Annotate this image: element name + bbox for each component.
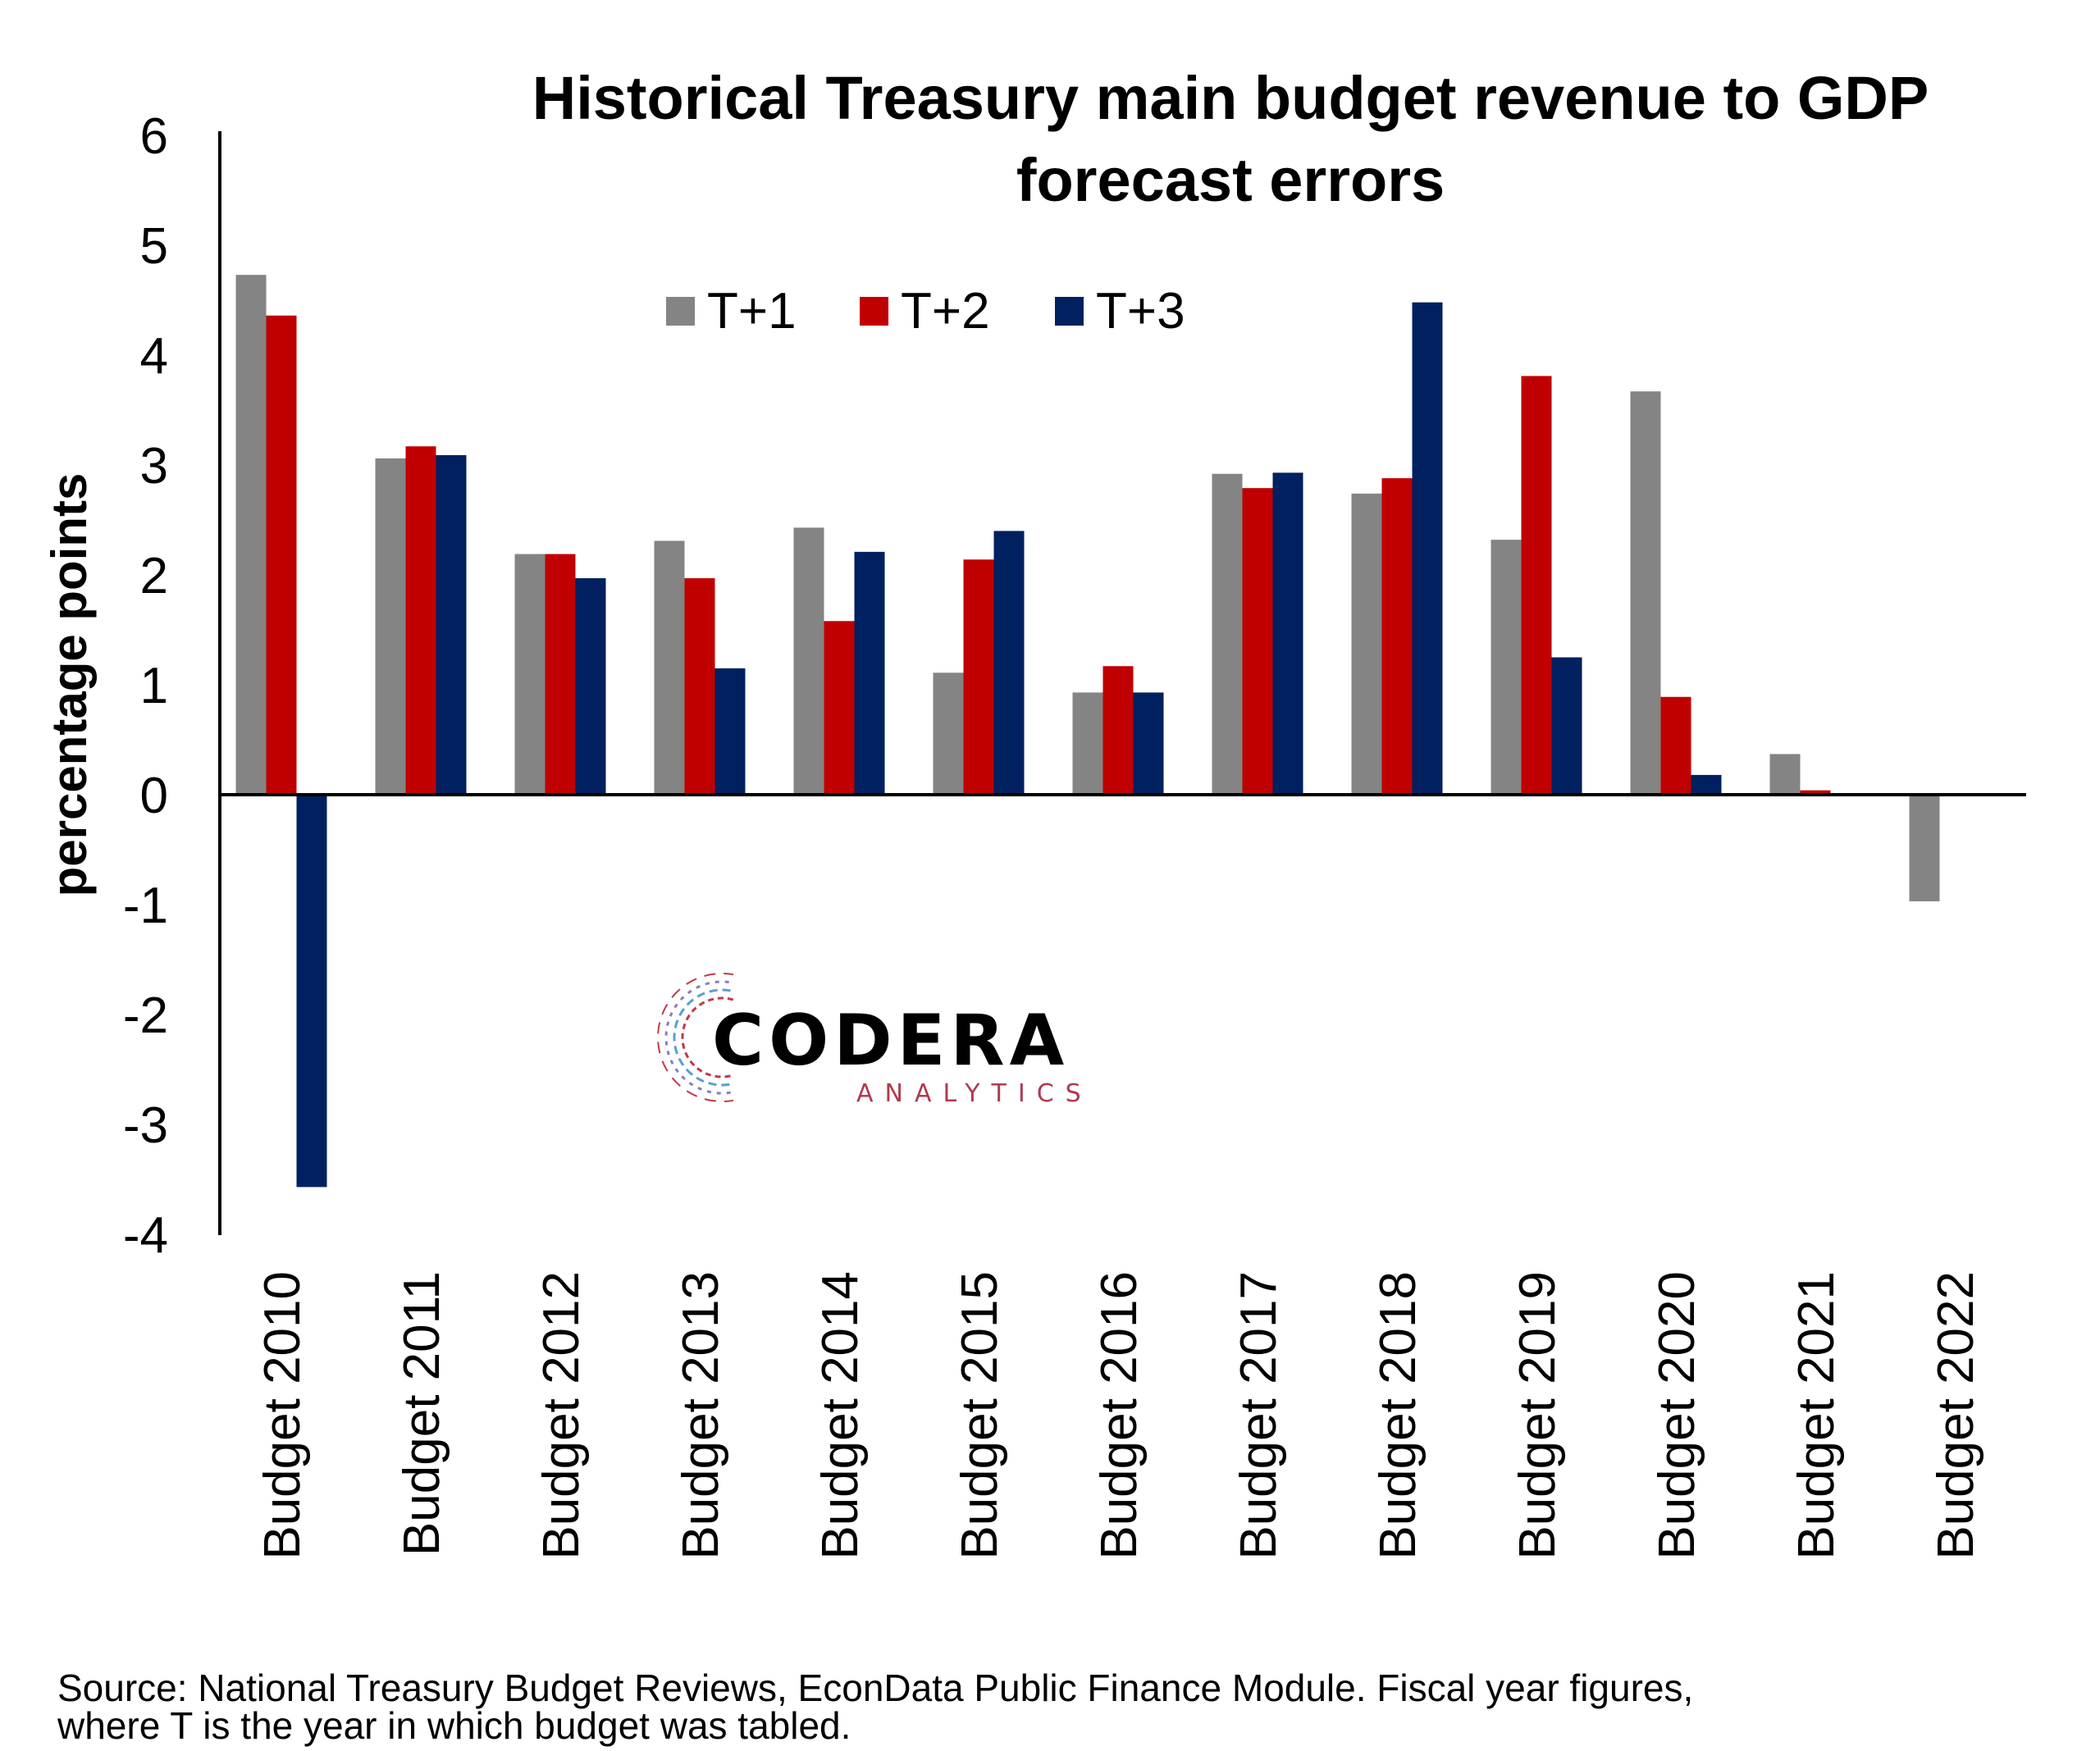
y-tick-label: 5 — [140, 218, 168, 275]
x-tick-label: Budget 2012 — [533, 1271, 590, 1560]
bar-tplus3-budget-2012 — [575, 578, 606, 795]
y-tick-label: 1 — [140, 658, 168, 714]
legend-swatch-tplus1 — [666, 297, 695, 326]
bar-tplus3-budget-2010 — [296, 795, 327, 1188]
y-tick-label: 0 — [140, 768, 168, 824]
bar-tplus3-budget-2011 — [436, 454, 467, 795]
bar-tplus2-budget-2019 — [1521, 376, 1552, 795]
legend-swatch-tplus2 — [860, 297, 888, 326]
bar-tplus1-budget-2010 — [235, 275, 267, 795]
bar-tplus1-budget-2017 — [1212, 473, 1243, 795]
bar-tplus1-budget-2020 — [1630, 391, 1661, 795]
x-tick-label: Budget 2019 — [1509, 1271, 1566, 1560]
x-tick-label: Budget 2011 — [394, 1271, 450, 1556]
y-tick-label: 6 — [140, 108, 168, 165]
bar-tplus2-budget-2018 — [1381, 478, 1413, 795]
bar-tplus1-budget-2022 — [1909, 795, 1940, 901]
legend-label-tplus3: T+3 — [1096, 283, 1185, 340]
bar-tplus3-budget-2017 — [1272, 472, 1303, 795]
y-axis-label: percentage points — [42, 473, 97, 897]
bars — [235, 275, 1940, 1188]
bar-tplus2-budget-2017 — [1242, 488, 1273, 795]
legend-label-tplus1: T+1 — [707, 283, 797, 340]
bar-tplus1-budget-2016 — [1072, 692, 1103, 795]
legend-label-tplus2: T+2 — [901, 283, 990, 340]
source-note-line-1: Source: National Treasury Budget Reviews… — [57, 1667, 1694, 1709]
bar-tplus3-budget-2014 — [854, 551, 885, 795]
logo-name: CODERA — [712, 1000, 1069, 1082]
bar-tplus2-budget-2021 — [1800, 790, 1831, 795]
y-tick-label: 2 — [140, 548, 168, 604]
bar-tplus1-budget-2013 — [654, 540, 685, 795]
y-tick-label: -4 — [123, 1207, 168, 1264]
bar-tplus2-budget-2010 — [266, 315, 297, 795]
x-tick-label: Budget 2017 — [1230, 1271, 1287, 1560]
x-tick-label: Budget 2021 — [1788, 1271, 1845, 1560]
bar-tplus1-budget-2014 — [793, 527, 824, 795]
x-tick-label: Budget 2015 — [952, 1271, 1008, 1560]
y-tick-label: 3 — [140, 438, 168, 495]
legend: T+1 T+2 T+3 — [666, 283, 1185, 340]
bar-tplus3-budget-2018 — [1412, 302, 1443, 795]
chart-title-line-1: Historical Treasury main budget revenue … — [532, 64, 1929, 132]
bar-tplus2-budget-2015 — [963, 559, 994, 795]
y-tick-label: 4 — [140, 328, 168, 385]
bar-tplus3-budget-2013 — [714, 668, 746, 795]
codera-logo-mark — [657, 960, 885, 1115]
x-tick-label: Budget 2014 — [812, 1271, 869, 1560]
codera-logo: CODERA ANALYTICS — [657, 960, 1093, 1115]
y-tick-label: -2 — [123, 987, 168, 1044]
logo-tagline: ANALYTICS — [856, 1079, 1093, 1108]
chart-title-line-2: forecast errors — [1016, 146, 1445, 214]
x-tick-label: Budget 2018 — [1370, 1271, 1427, 1560]
source-note-line-2: where T is the year in which budget was … — [57, 1704, 851, 1747]
bar-tplus1-budget-2019 — [1491, 540, 1522, 795]
bar-tplus3-budget-2015 — [993, 531, 1025, 795]
bar-tplus3-budget-2019 — [1551, 657, 1582, 795]
x-tick-label: Budget 2010 — [254, 1271, 311, 1560]
x-tick-label: Budget 2016 — [1091, 1271, 1148, 1560]
bar-tplus2-budget-2011 — [405, 446, 436, 795]
bar-tplus2-budget-2012 — [545, 554, 576, 795]
bar-tplus1-budget-2018 — [1351, 493, 1382, 795]
x-tick-label: Budget 2020 — [1649, 1271, 1705, 1560]
legend-swatch-tplus3 — [1055, 297, 1084, 326]
y-tick-label: -1 — [123, 878, 168, 934]
bar-tplus1-budget-2012 — [514, 554, 546, 795]
y-tick-labels: 6 5 4 3 2 1 0 -1 -2 -3 -4 — [123, 108, 168, 1264]
bar-tplus3-budget-2016 — [1133, 692, 1164, 795]
bar-tplus2-budget-2013 — [684, 578, 715, 795]
bar-tplus1-budget-2011 — [375, 458, 406, 795]
bar-tplus3-budget-2020 — [1691, 774, 1722, 795]
bar-tplus1-budget-2015 — [933, 673, 964, 795]
bar-tplus2-budget-2014 — [824, 621, 855, 795]
bar-tplus2-budget-2020 — [1660, 696, 1691, 795]
y-tick-label: -3 — [123, 1097, 168, 1154]
chart-title: Historical Treasury main budget revenue … — [532, 64, 1929, 214]
x-tick-label: Budget 2013 — [673, 1271, 729, 1560]
source-note: Source: National Treasury Budget Reviews… — [57, 1669, 2059, 1744]
bar-tplus1-budget-2021 — [1769, 754, 1801, 795]
x-tick-labels: Budget 2010 Budget 2011 Budget 2012 Budget … — [254, 1271, 1984, 1560]
x-tick-label: Budget 2022 — [1928, 1271, 1984, 1560]
bar-tplus2-budget-2016 — [1102, 666, 1134, 795]
